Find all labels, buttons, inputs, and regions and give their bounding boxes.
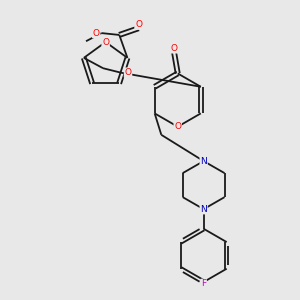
Text: O: O [102, 38, 109, 46]
Text: O: O [174, 122, 181, 131]
Text: O: O [93, 28, 100, 38]
Text: F: F [201, 279, 206, 288]
Text: O: O [124, 68, 131, 77]
Text: N: N [200, 205, 207, 214]
Text: N: N [200, 157, 207, 166]
Text: O: O [135, 20, 142, 29]
Text: O: O [170, 44, 178, 53]
